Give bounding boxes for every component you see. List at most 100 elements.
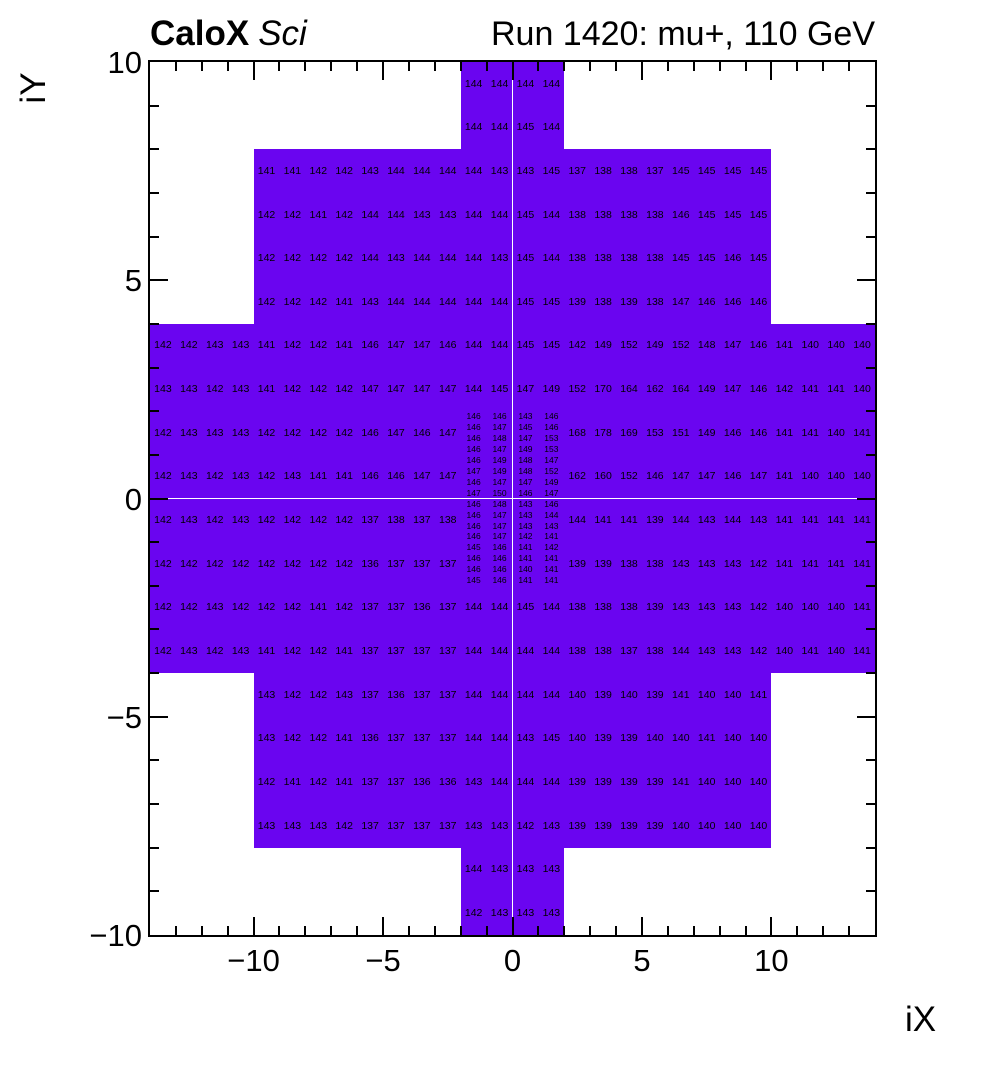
axis-tick	[640, 917, 643, 935]
axis-tick	[150, 541, 159, 544]
heatmap-cell: 142	[279, 629, 306, 674]
axis-tick	[174, 62, 177, 71]
heatmap-cell: 137	[357, 498, 384, 543]
axis-tick	[382, 62, 385, 80]
heatmap-cell: 147	[745, 454, 772, 499]
heatmap-cell: 144	[486, 323, 513, 368]
axis-tick	[511, 62, 514, 80]
heatmap-cell: 139	[590, 760, 617, 805]
heatmap-cell: 138	[616, 236, 642, 281]
heatmap-cell: 140	[641, 716, 668, 761]
heatmap-cell: 143	[175, 411, 202, 455]
heatmap-cell: 142	[253, 236, 280, 281]
heatmap-cell: 147	[434, 411, 461, 455]
heatmap-cell: 141	[771, 411, 798, 455]
heatmap-cell: 142	[538, 542, 565, 554]
heatmap-cell: 144	[538, 105, 565, 150]
axis-tick	[174, 926, 177, 935]
heatmap-cell: 152	[667, 323, 694, 368]
heatmap-cell: 140	[823, 411, 850, 455]
heatmap-cell: 143	[512, 149, 539, 193]
heatmap-cell: 153	[538, 433, 565, 444]
heatmap-cell: 145	[667, 149, 694, 193]
heatmap-cell: 147	[667, 280, 694, 324]
heatmap-cell: 145	[538, 280, 565, 324]
heatmap-cell: 142	[305, 149, 332, 193]
heatmap-cell: 141	[512, 574, 539, 586]
axis-tick	[226, 62, 229, 71]
heatmap-cell: 142	[305, 673, 332, 717]
heatmap-cell: 143	[538, 891, 565, 935]
heatmap-cell: 146	[357, 454, 384, 499]
heatmap-cell: 149	[512, 443, 539, 455]
axis-tick	[226, 926, 229, 935]
heatmap-cell: 141	[253, 629, 280, 674]
plot-header: CaloX Sci Run 1420: mu+, 110 GeV	[150, 14, 875, 54]
heatmap-cell: 145	[538, 323, 565, 368]
heatmap-cell: 146	[719, 411, 746, 455]
heatmap-cell: 136	[357, 542, 384, 586]
heatmap-cell: 140	[719, 760, 746, 805]
heatmap-cell: 142	[331, 367, 358, 412]
y-tick-label: −10	[89, 918, 142, 953]
heatmap-cell: 144	[486, 62, 513, 106]
heatmap-cell: 145	[512, 323, 539, 368]
heatmap-cell: 147	[460, 465, 487, 477]
heatmap-cell: 143	[175, 367, 202, 412]
heatmap-cell: 142	[279, 585, 306, 630]
axis-tick	[692, 62, 695, 71]
axis-tick	[866, 148, 875, 151]
heatmap-cell: 138	[590, 149, 617, 193]
heatmap-cell: 145	[693, 236, 720, 281]
axis-tick	[304, 926, 307, 935]
run-title: Run 1420: mu+, 110 GeV	[490, 15, 875, 53]
heatmap-cell: 168	[564, 411, 591, 455]
heatmap-cell: 137	[564, 149, 591, 193]
heatmap-cell: 144	[383, 149, 409, 193]
heatmap-cell: 143	[175, 454, 202, 499]
heatmap-cell: 140	[512, 563, 539, 575]
heatmap-cell: 146	[719, 454, 746, 499]
heatmap-cell: 142	[331, 149, 358, 193]
heatmap-cell: 143	[253, 716, 280, 761]
axis-tick	[770, 917, 773, 935]
heatmap-cell: 153	[641, 411, 668, 455]
heatmap-cell: 138	[564, 192, 591, 237]
heatmap-cell: 147	[693, 454, 720, 499]
heatmap-cell: 143	[408, 192, 435, 237]
axis-tick	[692, 926, 695, 935]
heatmap-cell: 143	[460, 760, 487, 805]
heatmap-cell: 139	[616, 280, 642, 324]
axis-tick	[485, 926, 488, 935]
axis-tick	[857, 279, 875, 282]
heatmap-cell: 139	[641, 673, 668, 717]
heatmap-cell: 139	[641, 585, 668, 630]
heatmap-cell: 141	[538, 574, 565, 586]
heatmap-cell: 141	[253, 323, 280, 368]
axis-tick	[150, 846, 159, 849]
heatmap-cell: 142	[745, 542, 772, 586]
heatmap-cell: 140	[823, 323, 850, 368]
heatmap-cell: 144	[538, 673, 565, 717]
heatmap-cell: 139	[641, 760, 668, 805]
heatmap-cell: 146	[408, 411, 435, 455]
heatmap-cell: 144	[486, 629, 513, 674]
heatmap-cell: 143	[227, 323, 254, 368]
heatmap-cell: 138	[564, 585, 591, 630]
axis-tick	[866, 890, 875, 893]
heatmap-cell: 142	[331, 236, 358, 281]
heatmap-cell: 142	[253, 760, 280, 805]
heatmap-cell: 148	[512, 454, 539, 466]
heatmap-cell: 136	[383, 673, 409, 717]
heatmap-cell: 141	[849, 629, 875, 674]
heatmap-cell: 141	[693, 716, 720, 761]
heatmap-cell: 142	[253, 585, 280, 630]
axis-tick	[822, 62, 825, 71]
heatmap-cell: 145	[512, 105, 539, 150]
axis-tick	[615, 926, 618, 935]
heatmap-cell: 137	[357, 804, 384, 848]
heatmap-cell: 147	[486, 531, 513, 543]
heatmap-cell: 169	[616, 411, 642, 455]
axis-tick	[459, 62, 462, 71]
axis-tick	[866, 846, 875, 849]
